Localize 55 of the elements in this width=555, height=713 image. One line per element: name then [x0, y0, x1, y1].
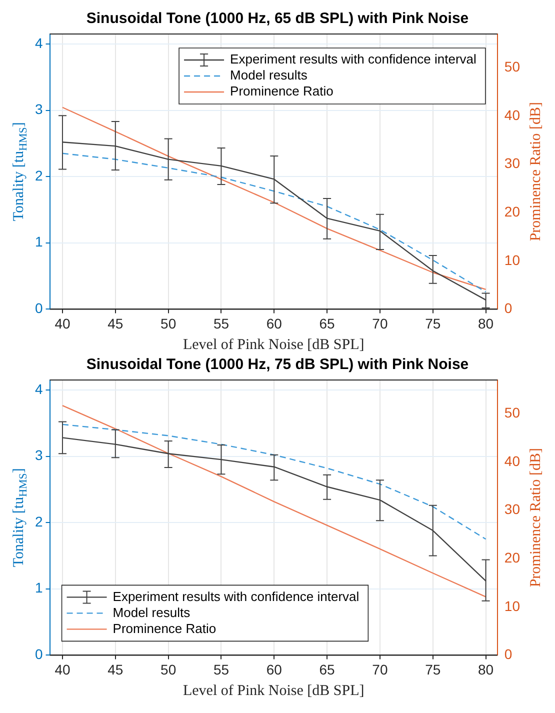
x-tick-label: 40	[54, 315, 70, 332]
y-tick-label: 2	[34, 513, 43, 530]
chart-title: Sinusoidal Tone (1000 Hz, 75 dB SPL) with Pink Noise	[86, 356, 469, 374]
x-tick-label: 75	[425, 315, 441, 332]
x-tick-label: 70	[372, 661, 388, 678]
x-axis-title: Level of Pink Noise [dB SPL]	[182, 683, 364, 700]
y-tick-label: 3	[34, 101, 43, 118]
y2-tick-label: 20	[504, 204, 520, 220]
line-series	[62, 424, 486, 540]
x-tick-label: 80	[478, 661, 494, 678]
y-tick-label: 4	[34, 34, 43, 51]
y2-tick-label: 40	[504, 106, 520, 123]
chart-title: Sinusoidal Tone (1000 Hz, 65 dB SPL) with Pink Noise	[86, 10, 469, 28]
x-tick-label: 60	[266, 661, 282, 678]
legend-label: Prominence Ratio	[112, 620, 216, 636]
x-tick-label: 60	[266, 315, 282, 332]
x-tick-label: 65	[319, 315, 336, 332]
y2-tick-label: 30	[504, 501, 520, 518]
y2-tick-label: 0	[504, 300, 512, 316]
y-tick-label: 2	[34, 167, 43, 184]
y2-axis-title: Prominence Ratio [dB]	[528, 102, 544, 242]
x-tick-label: 55	[213, 661, 230, 678]
y-tick-label: 3	[34, 447, 43, 464]
x-tick-label: 70	[372, 315, 388, 332]
y-tick-label: 0	[34, 300, 43, 316]
y2-axis-title: Prominence Ratio [dB]	[528, 448, 544, 588]
y-tick-label: 0	[34, 646, 43, 662]
x-tick-label: 55	[213, 315, 230, 332]
x-tick-label: 80	[478, 315, 494, 332]
y-tick-label: 1	[34, 234, 43, 250]
y-tick-label: 4	[34, 380, 43, 397]
y2-tick-label: 40	[504, 452, 520, 469]
y2-tick-label: 10	[504, 598, 520, 614]
legend-label: Prominence Ratio	[230, 84, 334, 99]
y-axis-title: Tonality [tuHMS]	[10, 468, 30, 568]
x-tick-label: 45	[108, 315, 124, 332]
x-tick-label: 45	[108, 661, 124, 678]
legend-label: Experiment results with confidence interval	[230, 52, 477, 67]
y-axis-title: Tonality [tuHMS]	[10, 122, 30, 222]
x-tick-label: 50	[160, 661, 176, 678]
x-tick-label: 75	[425, 661, 441, 678]
y2-tick-label: 20	[504, 550, 520, 566]
x-tick-label: 40	[54, 661, 70, 678]
x-axis-title: Level of Pink Noise [dB SPL]	[182, 337, 364, 354]
y2-tick-label: 50	[504, 58, 520, 75]
y2-tick-label: 10	[504, 252, 520, 268]
legend-label: Model results	[112, 604, 191, 620]
x-tick-label: 50	[160, 315, 176, 332]
y2-tick-label: 0	[504, 646, 512, 662]
legend-label: Experiment results with confidence interval	[112, 588, 360, 604]
x-tick-label: 65	[319, 661, 336, 678]
y-tick-label: 1	[34, 580, 43, 596]
legend-label: Model results	[230, 68, 308, 83]
y2-tick-label: 50	[504, 404, 520, 421]
y2-tick-label: 30	[504, 155, 520, 172]
